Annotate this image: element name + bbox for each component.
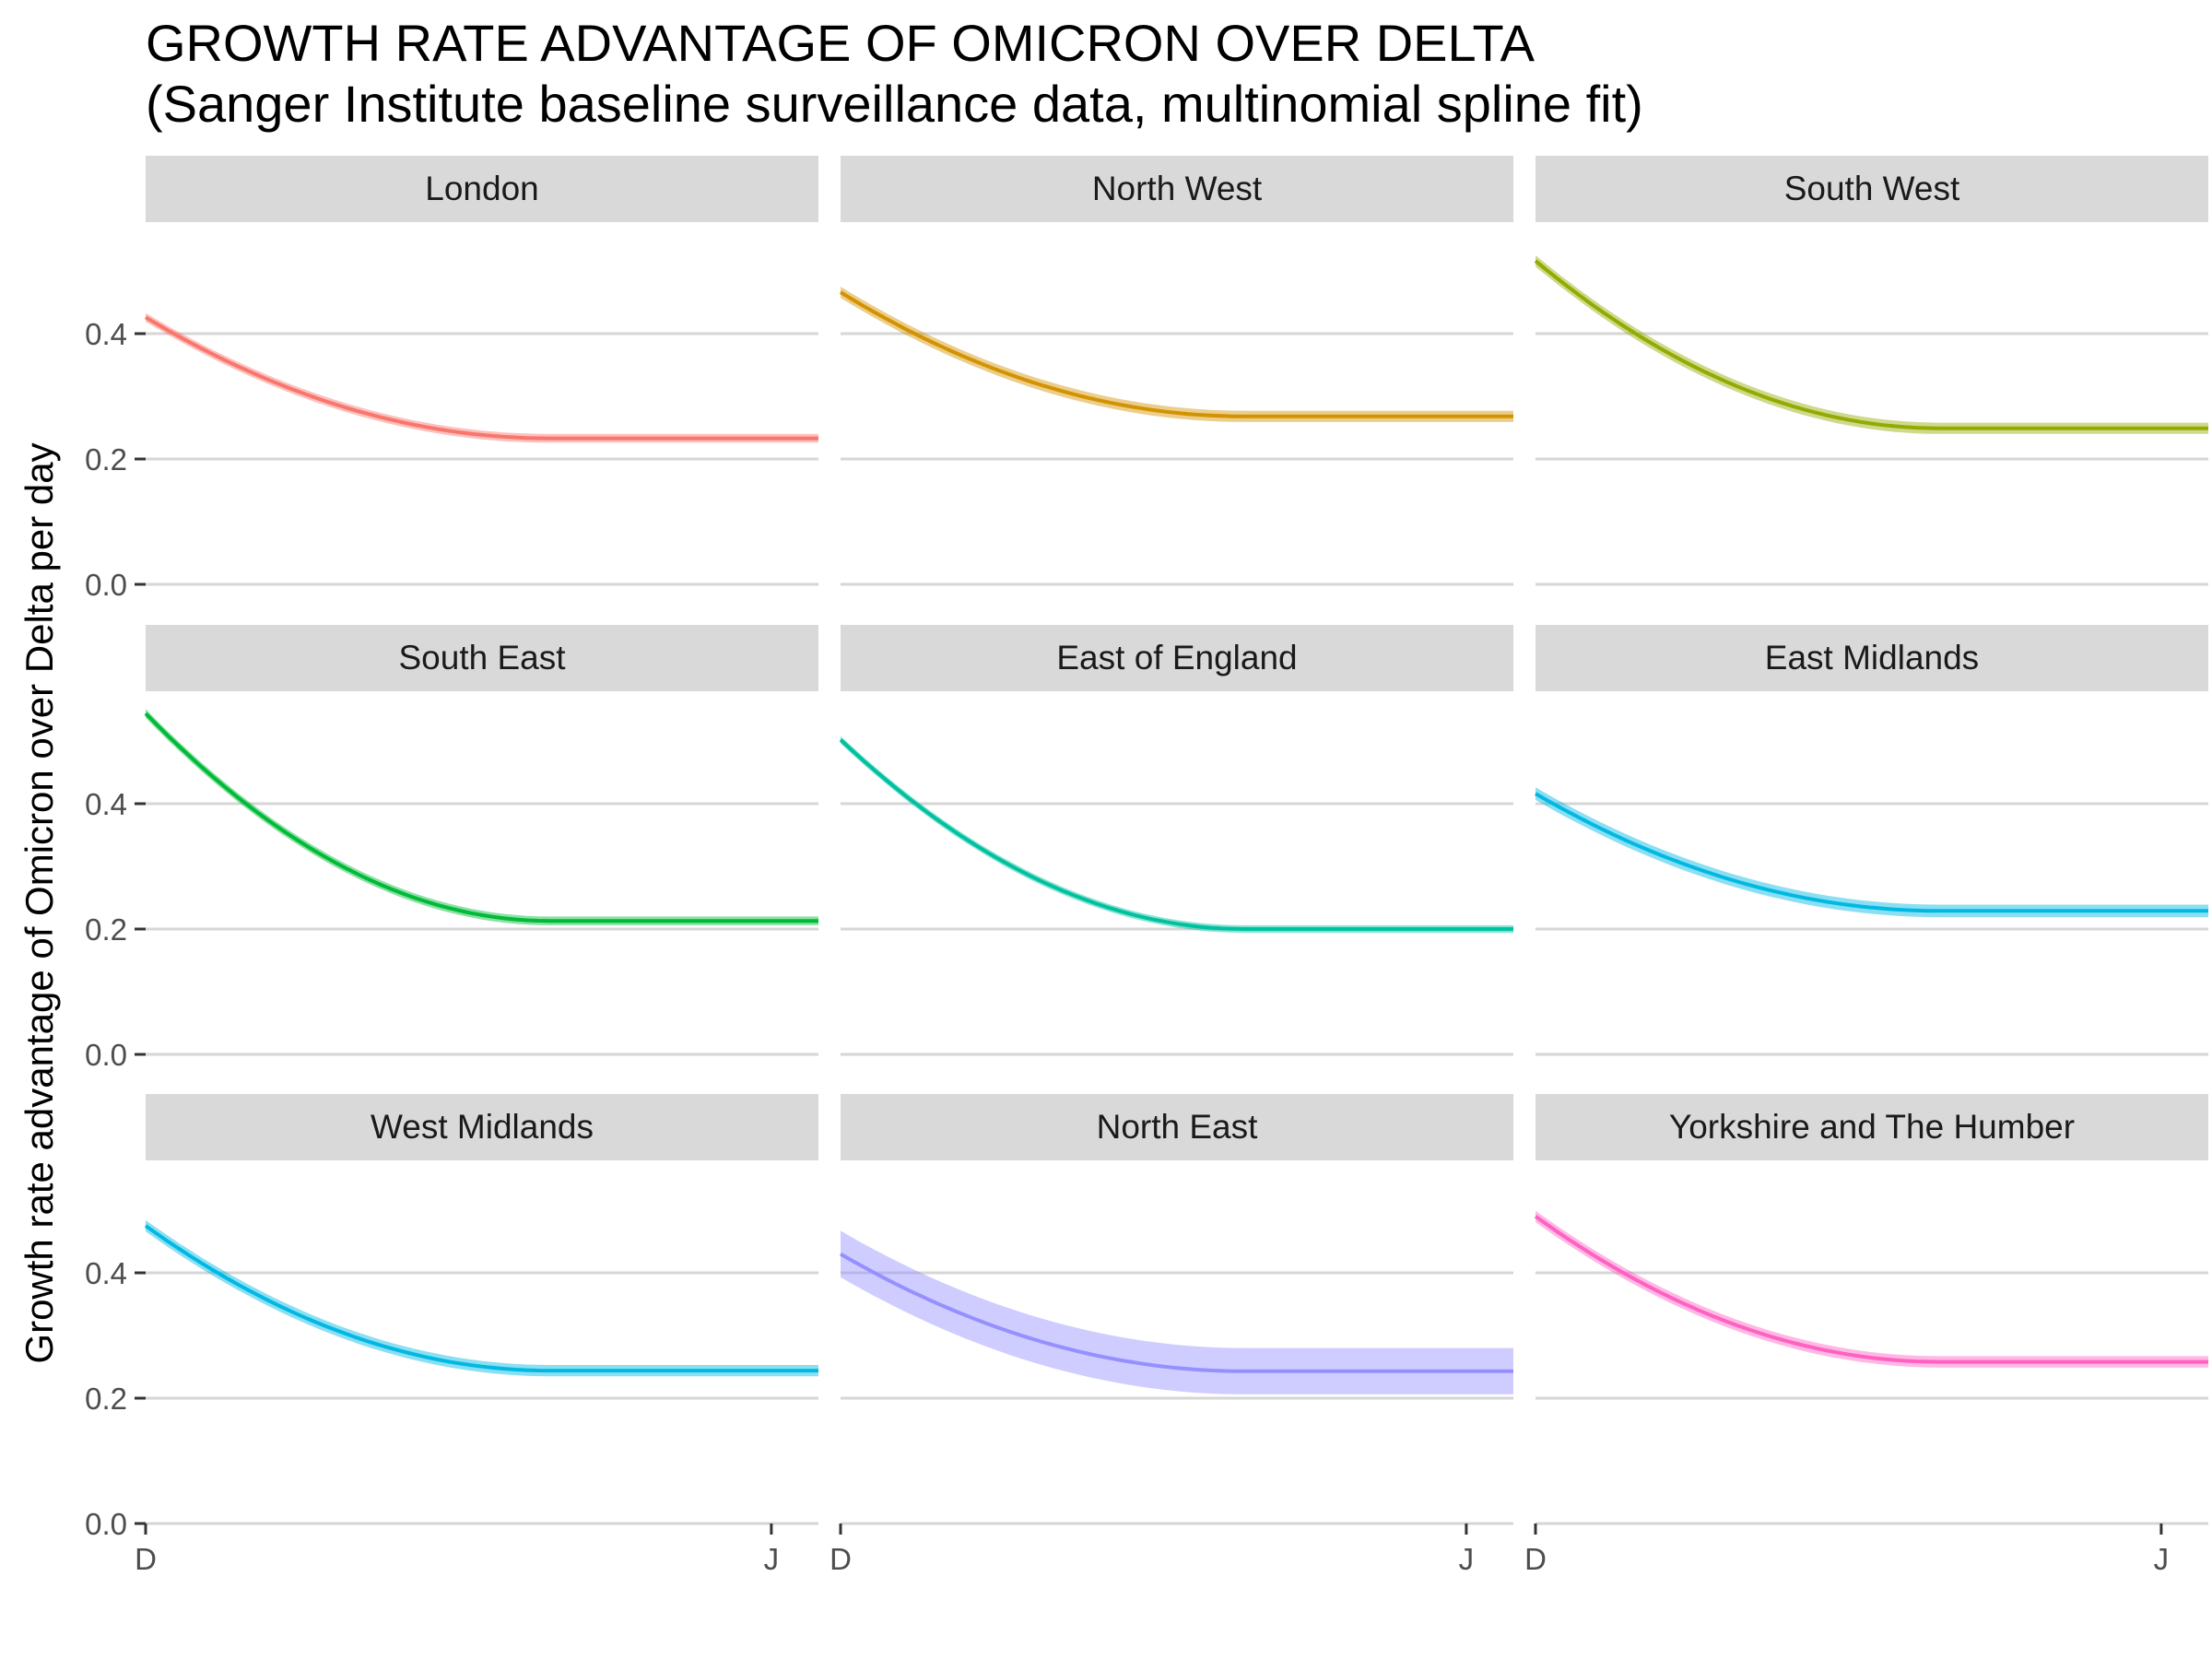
series-line xyxy=(144,315,818,441)
series-line xyxy=(839,738,1513,931)
facet-strip xyxy=(841,1094,1513,1160)
y-tick-label: 0.2 xyxy=(85,1382,127,1416)
y-tick-label: 0.0 xyxy=(85,1507,127,1541)
facet-strip xyxy=(146,156,818,222)
facet-strip xyxy=(1535,1094,2208,1160)
confidence-band xyxy=(1535,787,2208,918)
facet-label: Yorkshire and The Humber xyxy=(1669,1108,2075,1146)
facet-strip xyxy=(146,1094,818,1160)
facet-strip xyxy=(841,625,1513,691)
y-tick-label: 0.0 xyxy=(85,1038,127,1072)
confidence-band xyxy=(1535,255,2208,434)
facet-label: South East xyxy=(398,639,566,677)
confidence-band xyxy=(1535,1210,2208,1368)
y-tick-label: 0.4 xyxy=(85,1256,127,1290)
facet-label: North West xyxy=(1092,170,1263,207)
x-tick-label: D xyxy=(135,1542,157,1576)
chart-title: GROWTH RATE ADVANTAGE OF OMICRON OVER DE… xyxy=(146,14,1535,72)
facet-strip xyxy=(1535,625,2208,691)
y-tick-label: 0.4 xyxy=(85,787,127,821)
chart-subtitle: (Sanger Institute baseline surveillance … xyxy=(146,75,1643,133)
x-tick-label: D xyxy=(830,1542,852,1576)
y-tick-label: 0.0 xyxy=(85,568,127,602)
facet-label: East of England xyxy=(1056,639,1297,677)
facet-strip xyxy=(146,625,818,691)
facet-label: East Midlands xyxy=(1765,639,1979,677)
confidence-band xyxy=(841,735,1513,934)
confidence-band xyxy=(146,1219,818,1377)
series-line xyxy=(1535,792,2208,913)
y-tick-label: 0.4 xyxy=(85,317,127,351)
facet-strip xyxy=(841,156,1513,222)
y-axis-title: Growth rate advantage of Omicron over De… xyxy=(18,442,61,1363)
confidence-band xyxy=(146,709,818,925)
series-line xyxy=(1534,259,2208,430)
facet-label: London xyxy=(425,170,538,207)
y-tick-label: 0.2 xyxy=(85,442,127,477)
series-line xyxy=(144,712,818,924)
y-tick-label: 0.2 xyxy=(85,912,127,947)
series-line xyxy=(839,290,1513,418)
confidence-band xyxy=(841,287,1513,422)
series-line xyxy=(1534,1215,2208,1364)
facet-label: West Midlands xyxy=(371,1108,594,1146)
facet-strip xyxy=(1535,156,2208,222)
series-line xyxy=(840,1252,1513,1373)
facet-label: North East xyxy=(1097,1108,1259,1146)
x-tick-label: J xyxy=(2154,1542,2170,1576)
x-tick-label: J xyxy=(764,1542,780,1576)
facet-panels: London 0.0 0.2 0.4 North West South West South… xyxy=(85,156,2208,1576)
x-tick-label: D xyxy=(1524,1542,1547,1576)
facet-label: South West xyxy=(1784,170,1960,207)
x-tick-label: J xyxy=(1459,1542,1475,1576)
series-line xyxy=(144,1224,818,1373)
confidence-band xyxy=(841,1230,1513,1394)
